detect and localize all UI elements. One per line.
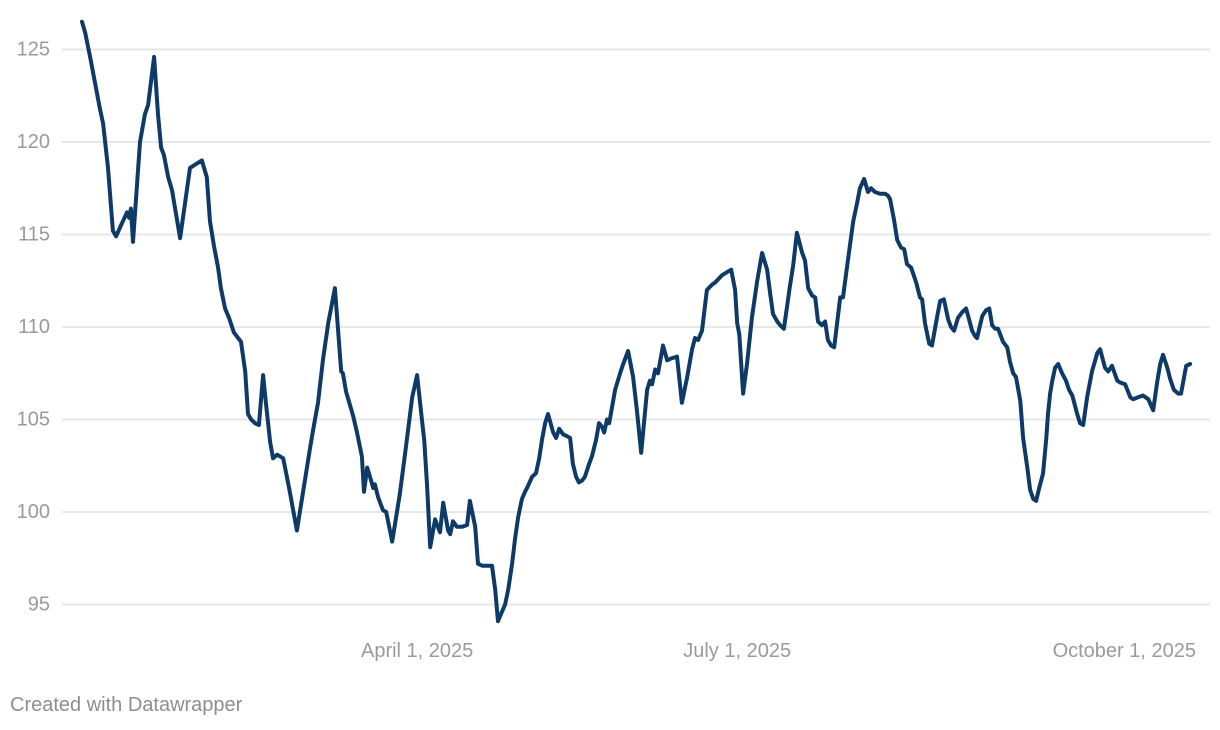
y-tick-label: 120 bbox=[17, 131, 50, 153]
x-tick-label: October 1, 2025 bbox=[1053, 640, 1196, 662]
y-tick-label: 105 bbox=[17, 409, 50, 431]
y-tick-label: 110 bbox=[18, 316, 50, 338]
line-chart-canvas: 95 100 105 110 115 120 125 April 1, 2025 July 1… bbox=[17, 19, 1210, 662]
x-tick-label: July 1, 2025 bbox=[683, 640, 791, 662]
x-tick-label: April 1, 2025 bbox=[361, 640, 473, 662]
y-tick-label: 115 bbox=[18, 224, 50, 246]
y-gridlines bbox=[62, 48, 1210, 606]
data-line bbox=[80, 19, 1193, 624]
y-tick-label: 100 bbox=[17, 501, 50, 523]
x-axis-labels: April 1, 2025 July 1, 2025 October 1, 2025 bbox=[361, 640, 1196, 662]
y-tick-label: 95 bbox=[28, 594, 50, 616]
y-tick-label: 125 bbox=[17, 39, 50, 61]
y-axis-labels: 95 100 105 110 115 120 125 bbox=[17, 39, 50, 616]
datawrapper-attribution: Created with Datawrapper bbox=[10, 694, 243, 716]
